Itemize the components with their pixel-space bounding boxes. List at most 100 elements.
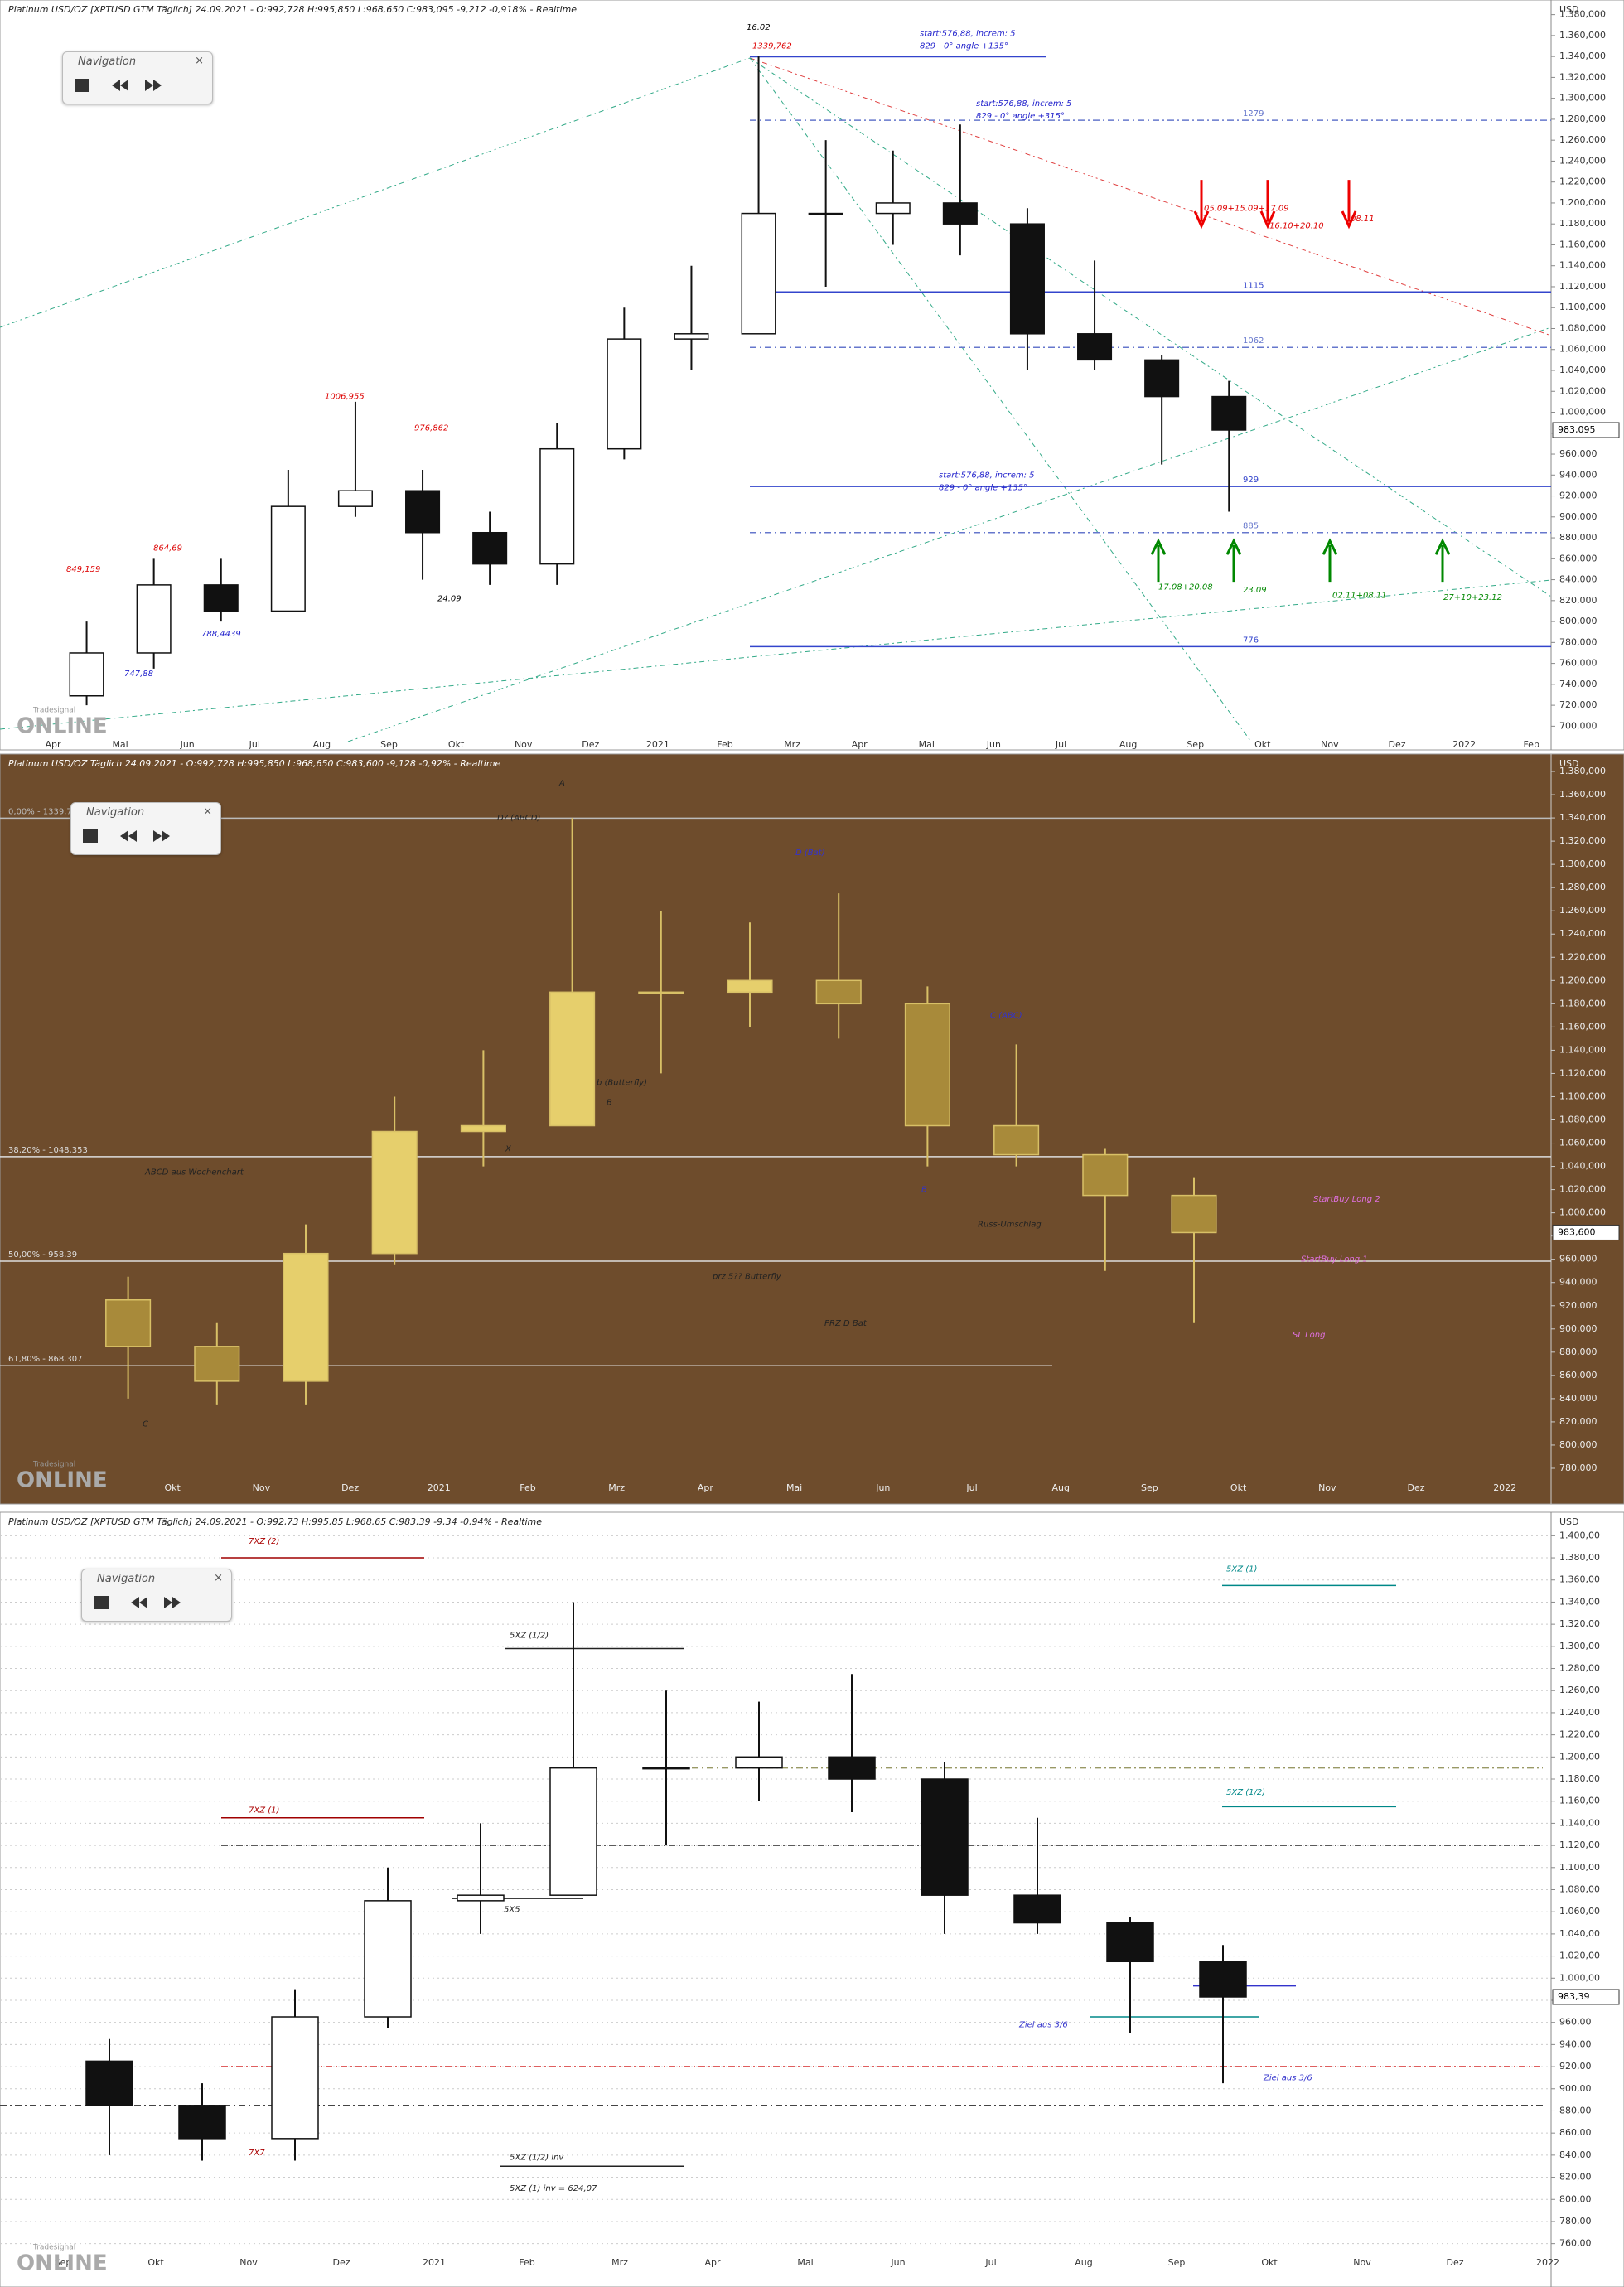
y-tick-label: 820,000 <box>1559 595 1597 606</box>
navigation-close[interactable]: × <box>203 805 212 818</box>
panel-background <box>0 1511 1624 2287</box>
annotation: 1339,762 <box>752 42 792 51</box>
trend-line <box>0 57 751 328</box>
candle-body <box>549 1767 597 1896</box>
annotation: StartBuy Long 2 <box>1313 1195 1380 1204</box>
candle-body <box>1144 359 1180 398</box>
y-tick-label: 880,000 <box>1559 532 1597 543</box>
navigation-panel[interactable]: Navigation × <box>62 51 213 104</box>
level-label: 1115 <box>1243 281 1264 290</box>
x-tick-label: Okt <box>147 2257 164 2268</box>
y-tick-label: 1.360,000 <box>1559 30 1606 41</box>
arrow-up <box>1434 538 1451 583</box>
y-tick-label: 1.060,000 <box>1559 1138 1606 1148</box>
y-tick-label: 1.000,00 <box>1559 1972 1600 1983</box>
x-tick-label: Mrz <box>784 739 800 750</box>
watermark: online <box>17 714 108 739</box>
x-tick-label: Apr <box>704 2257 721 2268</box>
last-price-box <box>1552 1224 1620 1240</box>
y-tick-label: 1.340,00 <box>1559 1596 1600 1607</box>
x-tick-label: Nov <box>515 739 533 750</box>
y-tick-label: 880,000 <box>1559 1347 1597 1357</box>
annotation: 16.10+20.10 <box>1269 222 1324 231</box>
x-tick-label: Feb <box>717 739 732 750</box>
arrow-down <box>1259 180 1276 230</box>
annotation: 976,862 <box>414 423 448 433</box>
x-tick-label: Feb <box>1523 739 1539 750</box>
y-tick-label: 1.100,000 <box>1559 302 1606 312</box>
navigation-panel[interactable]: Navigation × <box>81 1569 232 1622</box>
x-tick-label: Jul <box>965 1482 977 1493</box>
navigation-title: Navigation <box>97 1573 156 1585</box>
y-tick-label: 1.300,000 <box>1559 858 1606 869</box>
arrow-down <box>1341 180 1357 230</box>
y-tick-label: 1.200,00 <box>1559 1751 1600 1762</box>
trend-line <box>749 57 1552 597</box>
x-tick-label: 2022 <box>1493 1482 1516 1493</box>
annotation: 849,159 <box>66 565 100 574</box>
x-tick-label: Mai <box>112 739 128 750</box>
navigation-icons[interactable] <box>94 1593 218 1614</box>
annotation: 16.02 <box>747 23 771 32</box>
x-tick-label: 2021 <box>423 2257 446 2268</box>
annotation: start:576,88, increm: 5 <box>939 471 1035 480</box>
x-tick-label: Dez <box>1388 739 1405 750</box>
candle-body <box>271 2016 319 2140</box>
candle-body <box>1077 333 1113 361</box>
x-tick-label: 2022 <box>1452 739 1476 750</box>
annotation: 27+10+23.12 <box>1443 593 1502 602</box>
watermark-brand: Tradesignal <box>32 2244 75 2252</box>
y-tick-label: 940,00 <box>1559 2038 1592 2049</box>
y-tick-label: 1.120,00 <box>1559 1840 1600 1850</box>
y-tick-label: 1.060,000 <box>1559 344 1606 355</box>
x-tick-label: Nov <box>253 1482 271 1493</box>
navigation-icons[interactable] <box>83 826 207 848</box>
level-label: 776 <box>1243 636 1259 645</box>
y-tick-label: 740,000 <box>1559 679 1597 689</box>
y-tick-label: 920,000 <box>1559 491 1597 501</box>
y-tick-label: 1.260,000 <box>1559 134 1606 145</box>
candle-body <box>808 212 843 215</box>
x-tick-label: Dez <box>341 1482 359 1493</box>
candle-body <box>875 202 911 215</box>
y-tick-label: 960,000 <box>1559 448 1597 459</box>
x-tick-label: Aug <box>1051 1482 1069 1493</box>
annotation: 08.11 <box>1351 215 1375 224</box>
annotation: Russ-Umschlag <box>978 1221 1042 1230</box>
y-tick-label: 1.080,00 <box>1559 1884 1600 1895</box>
x-tick-label: Aug <box>1075 2257 1092 2268</box>
y-tick-label: 1.280,000 <box>1559 882 1606 892</box>
navigation-icons[interactable] <box>75 75 199 97</box>
x-tick-label: Jun <box>986 739 1001 750</box>
annotation: 5XZ (1/2) <box>1226 1788 1265 1797</box>
x-tick-label: Okt <box>165 1482 181 1493</box>
candle-body <box>472 531 508 565</box>
x-tick-label: Dez <box>1407 1482 1424 1493</box>
navigation-title: Navigation <box>78 56 137 68</box>
level-label: 38,20% - 1048,353 <box>8 1146 88 1155</box>
candle-body <box>921 1778 969 1896</box>
y-tick-label: 880,00 <box>1559 2105 1592 2115</box>
candle-body <box>69 652 104 697</box>
y-tick-label: 780,000 <box>1559 636 1597 647</box>
annotation: Ziel aus 3/6 <box>1263 2073 1312 2082</box>
level-label: 1279 <box>1243 109 1264 118</box>
candle-body <box>638 991 684 994</box>
navigation-close[interactable]: × <box>195 55 204 67</box>
candle-body <box>674 333 709 340</box>
y-tick-label: 820,000 <box>1559 1416 1597 1427</box>
navigation-panel[interactable]: Navigation × <box>70 802 221 855</box>
y-tick-label: 960,00 <box>1559 2017 1592 2028</box>
candle-body <box>828 1756 876 1780</box>
y-tick-label: 1.080,000 <box>1559 322 1606 333</box>
level-label: 929 <box>1243 476 1259 485</box>
y-tick-label: 1.160,00 <box>1559 1796 1600 1806</box>
y-tick-label: 860,00 <box>1559 2127 1592 2138</box>
annotation: prz 5?? Butterfly <box>712 1273 782 1282</box>
x-tick-label: Mrz <box>611 2257 628 2268</box>
navigation-close[interactable]: × <box>214 1572 223 1584</box>
x-tick-label: 2021 <box>428 1482 451 1493</box>
annotation: C (ABC) <box>990 1011 1022 1020</box>
annotation: 829 - 0° angle +315° <box>976 112 1065 121</box>
y-tick-label: 1.380,000 <box>1559 9 1606 20</box>
